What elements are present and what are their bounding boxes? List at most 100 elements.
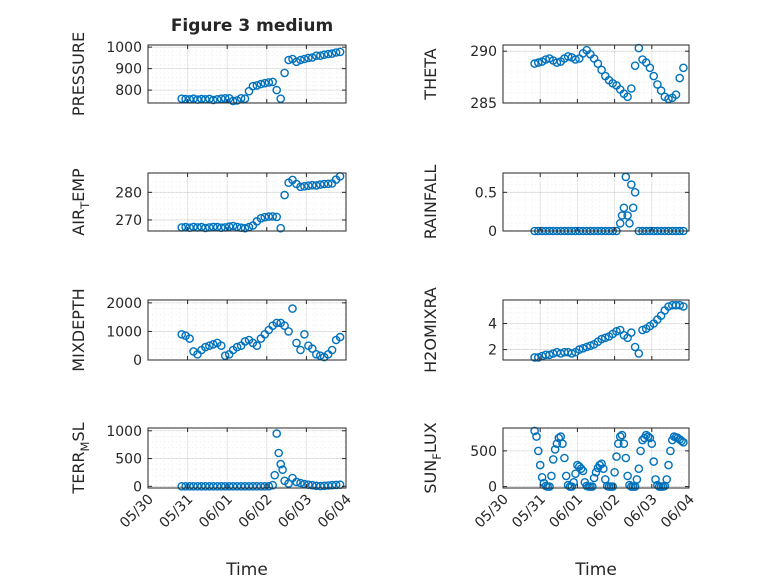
data-point	[315, 180, 325, 189]
x-tick-label: 05/31	[157, 492, 197, 532]
data-point	[311, 481, 321, 491]
subplot-mixdepth: 0 1000 2000 MIXDEPTH	[69, 288, 347, 372]
data-point	[621, 453, 631, 463]
y-axis-label: RAINFALL	[421, 165, 440, 240]
data-point	[292, 338, 301, 348]
data-point	[323, 49, 333, 59]
data-point	[675, 73, 685, 83]
data-point	[296, 55, 305, 65]
data-point	[276, 459, 286, 469]
data-point	[224, 222, 234, 231]
data-point	[634, 43, 644, 53]
data-point	[617, 211, 627, 220]
subplot-rainfall: 0 0.5 RAINFALL	[421, 165, 690, 240]
data-point	[530, 426, 539, 436]
data-point	[576, 464, 586, 474]
data-point	[550, 445, 560, 454]
data-point	[236, 94, 246, 103]
y-tick-label: 1000	[106, 324, 142, 340]
minor-grid	[503, 173, 689, 232]
data-point	[534, 353, 543, 362]
data-point	[599, 464, 608, 474]
data-point	[571, 469, 580, 479]
data-point	[679, 302, 688, 311]
data-point	[284, 479, 293, 488]
data-point	[323, 179, 333, 189]
data-point	[582, 342, 592, 352]
data-point	[185, 334, 194, 343]
y-axis-label: MIXDEPTH	[69, 288, 88, 371]
data-point	[623, 92, 632, 102]
data-point	[236, 481, 246, 491]
data-point	[315, 51, 325, 61]
data-point	[216, 341, 226, 351]
data-point	[617, 430, 627, 440]
data-point	[264, 481, 274, 491]
x-tick-label: 06/03	[621, 492, 661, 532]
data-point	[208, 481, 218, 491]
data-point	[647, 439, 657, 449]
data-point	[228, 221, 238, 231]
axes-box	[147, 172, 347, 232]
data-point	[634, 349, 644, 358]
data-point	[578, 343, 588, 353]
axes-box	[502, 172, 690, 232]
axes-box	[147, 427, 347, 489]
data-point	[630, 342, 640, 352]
y-tick-label: 280	[115, 185, 142, 201]
data-point	[679, 63, 688, 73]
data-point	[638, 325, 647, 335]
data-point	[307, 180, 317, 190]
data-point	[532, 432, 541, 441]
data-point	[560, 453, 569, 463]
data-point	[627, 328, 636, 337]
data-point	[589, 473, 599, 483]
y-tick-label: 0	[488, 224, 497, 240]
x-tick-label: 06/01	[196, 492, 236, 532]
data-point	[319, 50, 329, 60]
data-point	[260, 481, 270, 491]
y-tick-label: 0	[133, 353, 142, 369]
data-point	[248, 81, 258, 91]
data-point	[256, 213, 266, 223]
data-point	[280, 321, 289, 331]
data-point	[268, 212, 278, 221]
x-axis-label: Time	[574, 560, 617, 580]
data-point	[619, 203, 629, 213]
data-point	[535, 460, 545, 470]
y-tick-label: 0	[488, 480, 497, 496]
major-grid	[147, 428, 347, 488]
data-point	[547, 471, 556, 481]
data-point	[307, 53, 317, 62]
data-point	[645, 433, 655, 443]
y-tick-label: 2	[488, 343, 497, 359]
data-point	[552, 439, 562, 449]
subplot-air_temp: 270 280 AIRTEMP	[69, 168, 347, 236]
y-tick-label: 900	[115, 62, 142, 78]
data-point	[268, 480, 278, 490]
figure-title: Figure 3 medium	[171, 16, 333, 36]
data-point	[632, 475, 642, 484]
data-point	[228, 481, 238, 491]
y-tick-label: 0	[133, 479, 142, 495]
data-point	[260, 212, 270, 222]
data-point	[224, 481, 234, 491]
data-point	[588, 482, 597, 491]
data-point	[628, 203, 638, 213]
data-point	[177, 94, 186, 103]
data-point	[311, 349, 321, 359]
data-point	[256, 79, 266, 89]
data-point	[567, 349, 577, 358]
data-point	[593, 59, 603, 68]
data-series	[177, 304, 345, 362]
data-point	[220, 481, 230, 491]
minor-grid	[148, 428, 346, 488]
data-series	[177, 171, 345, 233]
y-axis-label: THETA	[421, 48, 440, 100]
y-tick-label: 500	[470, 444, 497, 460]
data-point	[610, 467, 619, 477]
data-point	[656, 86, 666, 95]
data-point	[216, 481, 226, 491]
y-axis-label: TERRMSL	[69, 422, 92, 494]
